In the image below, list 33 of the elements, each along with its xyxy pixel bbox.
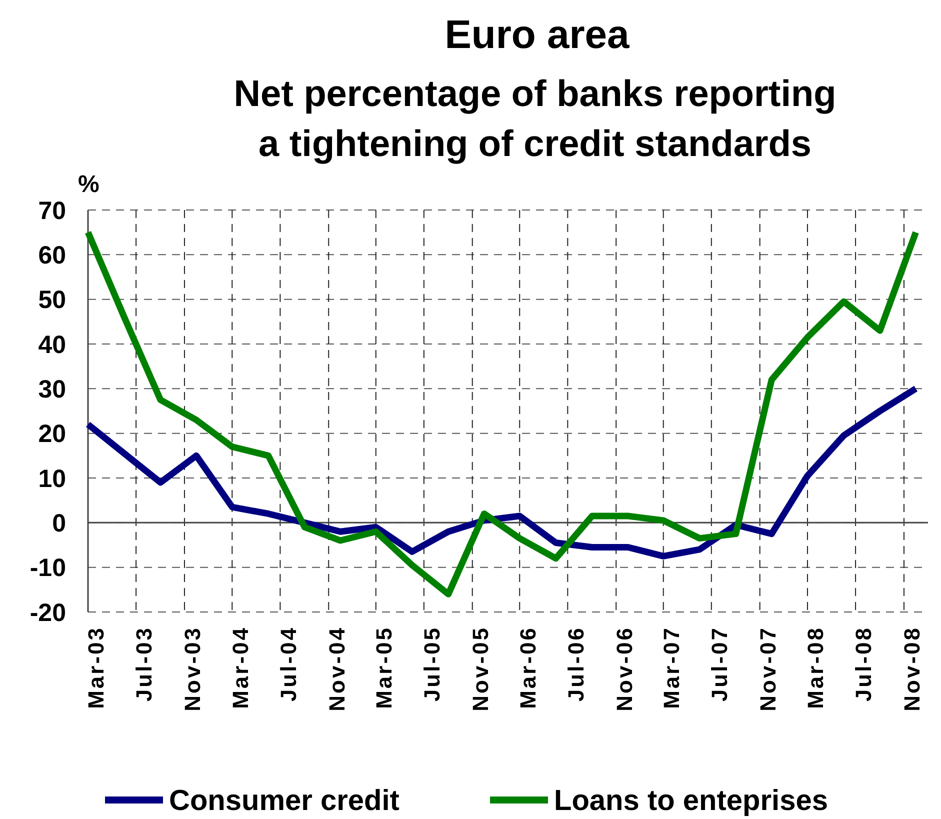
x-tick-label: Nov-03: [180, 626, 206, 712]
y-tick-label: 40: [38, 330, 66, 359]
x-tick-label: Jul-05: [420, 626, 445, 702]
x-tick-label: Jul-06: [563, 626, 588, 702]
x-tick-label: Jul-04: [276, 626, 301, 702]
chart-title: Euro area: [444, 13, 630, 57]
x-tick-label: Jul-07: [707, 626, 732, 702]
chart-subtitle: Net percentage of banks reporting a tightening of credit standards: [234, 73, 836, 164]
y-tick-label: 70: [38, 196, 66, 225]
x-tick-label: Nov-05: [468, 626, 494, 712]
x-tick-label: Nov-07: [756, 626, 781, 712]
x-tick-label: Mar-07: [659, 626, 684, 709]
x-tick-label: Mar-06: [515, 626, 540, 709]
x-tick-label: Nov-04: [324, 626, 350, 712]
x-tick-label: Nov-08: [900, 626, 925, 712]
x-tick-label: Nov-06: [612, 626, 637, 712]
x-tick-label: Jul-08: [851, 626, 876, 702]
x-tick-label: Jul-03: [132, 626, 157, 702]
x-tick-label: Mar-04: [228, 626, 253, 709]
legend-label: Consumer credit: [169, 785, 400, 818]
y-tick-label: -10: [30, 554, 66, 582]
y-tick-label: 20: [38, 420, 66, 448]
y-tick-label: -20: [30, 598, 66, 627]
y-tick-label: 50: [38, 286, 66, 314]
y-tick-label: 10: [38, 464, 66, 493]
x-tick-label: Mar-08: [803, 626, 828, 709]
y-tick-label: 60: [38, 241, 66, 270]
y-tick-label: 0: [52, 509, 66, 538]
y-axis-title: %: [78, 171, 100, 198]
legend-label: Loans to enteprises: [554, 785, 828, 818]
x-tick-label: Mar-05: [372, 626, 397, 709]
y-tick-label: 30: [38, 375, 66, 404]
x-tick-label: Mar-03: [84, 626, 109, 709]
